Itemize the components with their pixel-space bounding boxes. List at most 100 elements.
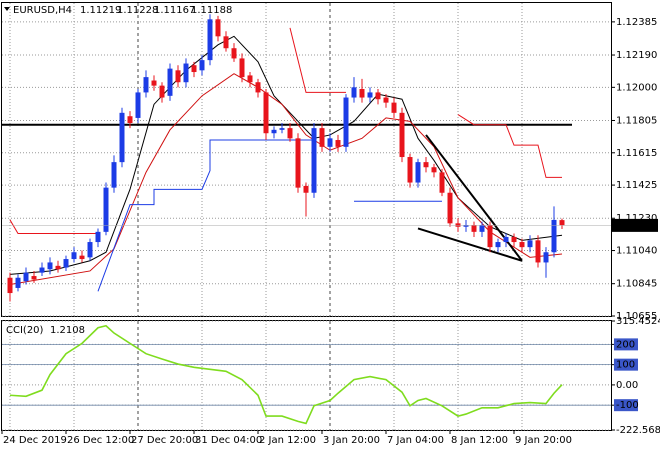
candle-body: [135, 92, 141, 118]
candle-body: [151, 80, 157, 86]
cci-value: 1.2108: [50, 325, 85, 336]
quote-low: 1.11167: [154, 5, 195, 16]
y-tick-label: 1.12000: [616, 82, 657, 93]
current-price-label: 1.11188: [616, 220, 657, 231]
candle-body: [375, 92, 381, 100]
candle-body: [175, 70, 181, 83]
candle-body: [503, 236, 509, 243]
level-label-box: [614, 399, 638, 412]
candle-body: [559, 220, 565, 226]
candle-body: [39, 267, 45, 273]
candle-body: [87, 242, 93, 258]
y-tick-label: 200: [616, 339, 635, 350]
candle-body: [551, 219, 557, 253]
candle-body: [279, 128, 285, 130]
candle-body: [479, 225, 485, 232]
y-tick-label: 1.11425: [616, 180, 657, 191]
candle-body: [223, 36, 229, 49]
x-tick-label: 8 Jan 12:00: [451, 435, 508, 446]
quote-close: 1.11188: [191, 5, 232, 16]
candle-body: [455, 223, 461, 227]
quote-open: 1.11219: [80, 5, 121, 16]
candle-body: [47, 262, 53, 270]
candle-body: [111, 162, 117, 188]
candle-body: [367, 92, 373, 98]
candle-body: [399, 112, 405, 158]
candle-body: [471, 225, 477, 232]
cci-panel-frame: [1, 320, 612, 431]
y-tick-label: -222.5688: [616, 425, 660, 436]
y-tick-label: 1.11040: [616, 246, 657, 257]
quote-high: 1.11228: [117, 5, 158, 16]
symbol-menu-icon: [4, 7, 10, 11]
x-tick-label: 24 Dec 2019: [3, 435, 67, 446]
candle-body: [239, 58, 245, 78]
candle-body: [423, 162, 429, 168]
candle-body: [199, 60, 205, 71]
candle-body: [231, 48, 237, 59]
candle-body: [519, 242, 525, 248]
x-tick-label: 31 Dec 04:00: [195, 435, 262, 446]
line: [9, 324, 563, 425]
candle-body: [255, 82, 261, 93]
candle-body: [15, 277, 21, 288]
y-tick-label: 1.11805: [616, 115, 657, 126]
candle-body: [23, 272, 29, 282]
y-tick-label: 1.12385: [616, 17, 657, 28]
candle-body: [351, 87, 357, 98]
candle-body: [431, 167, 437, 173]
candle-body: [407, 157, 413, 183]
candle-body: [295, 138, 301, 188]
candle-body: [543, 252, 549, 263]
candle-body: [327, 138, 333, 147]
y-tick-label: 1.12190: [616, 50, 657, 61]
y-tick-label: 0.00: [616, 380, 638, 391]
candle-body: [527, 240, 533, 248]
x-tick-label: 26 Dec 12:00: [67, 435, 134, 446]
candle-body: [447, 192, 453, 224]
candle-body: [127, 116, 133, 124]
y-tick-label: 1.10845: [616, 279, 657, 290]
candle-body: [215, 19, 221, 37]
line: [9, 73, 563, 286]
candle-body: [391, 102, 397, 113]
candle-body: [383, 97, 389, 103]
y-tick-label: 100: [616, 360, 635, 371]
candle-body: [415, 162, 421, 183]
candle-body: [495, 242, 501, 248]
candle-body: [7, 277, 13, 294]
candle-body: [71, 252, 77, 260]
candle-body: [247, 75, 253, 83]
y-tick-label: 315.4524: [616, 316, 660, 327]
x-tick-label: 9 Jan 20:00: [515, 435, 572, 446]
candle-body: [95, 231, 101, 243]
candle-body: [79, 255, 85, 260]
candle-body: [359, 89, 365, 98]
candle-body: [63, 259, 69, 268]
candle-body: [343, 97, 349, 147]
candle-body: [303, 185, 309, 193]
price-panel-frame: [1, 2, 612, 317]
candle-body: [263, 92, 269, 134]
candle-body: [311, 128, 317, 193]
cci-title: CCI(20): [6, 325, 44, 336]
candle-body: [55, 265, 61, 270]
level-label-box: [614, 358, 638, 371]
candle-body: [271, 129, 277, 134]
candle-body: [143, 77, 149, 93]
x-tick-label: 2 Jan 12:00: [259, 435, 316, 446]
candle-body: [119, 112, 125, 163]
y-tick-label: 1.11615: [616, 148, 657, 159]
x-tick-label: 27 Dec 20:00: [131, 435, 198, 446]
candle-body: [207, 19, 213, 61]
candle-body: [167, 68, 173, 96]
y-tick-label: 1.10655: [616, 311, 657, 322]
x-tick-label: 7 Jan 04:00: [387, 435, 444, 446]
candle-body: [535, 240, 541, 263]
level-label-box: [614, 338, 638, 351]
candle-body: [463, 225, 469, 227]
line: [97, 139, 442, 292]
x-tick-label: 3 Jan 20:00: [323, 435, 380, 446]
line: [417, 227, 523, 262]
